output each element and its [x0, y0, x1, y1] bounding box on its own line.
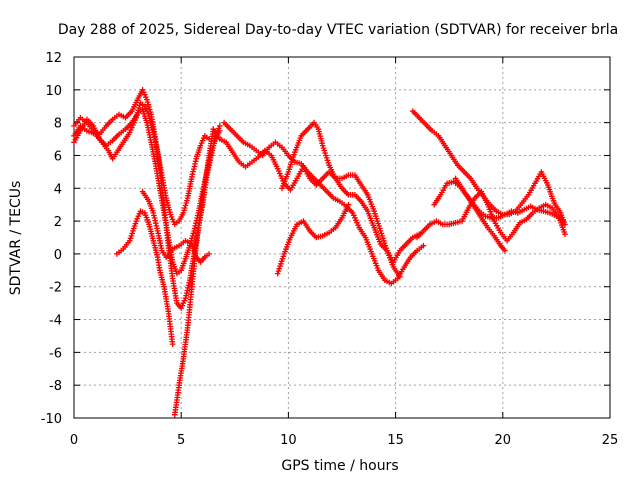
x-axis-label: GPS time / hours	[281, 458, 398, 474]
series-track-e	[139, 188, 212, 265]
y-tick-label: -6	[49, 346, 62, 361]
axis-ticks: 0 5 10 15 20 25 -10 -8 -6 -4 -2 0 2 4 6 8 10 12	[41, 51, 619, 448]
series-track-n	[452, 175, 508, 254]
y-tick-label: 12	[45, 51, 62, 66]
data-point	[185, 285, 191, 291]
y-tick-label: -2	[49, 281, 62, 296]
x-tick-label: 25	[602, 433, 619, 448]
series-track-f	[172, 126, 217, 418]
x-tick-label: 5	[177, 433, 185, 448]
data-point	[562, 221, 568, 228]
y-tick-label: 8	[54, 117, 62, 132]
data-point	[420, 242, 427, 249]
x-tick-label: 15	[387, 433, 404, 448]
plot-frame	[73, 56, 611, 419]
y-tick-label: 6	[54, 149, 62, 164]
y-tick-label: 10	[45, 84, 62, 99]
grid	[74, 57, 610, 418]
data-point	[206, 251, 212, 257]
series-track-h	[210, 126, 422, 265]
series-track-j	[274, 201, 352, 277]
data-point	[216, 123, 223, 129]
data-point	[169, 341, 176, 347]
data-point	[560, 218, 566, 224]
data-point	[562, 231, 568, 238]
data-points	[71, 87, 568, 418]
y-tick-label: 4	[54, 182, 62, 197]
y-tick-label: 2	[54, 215, 62, 230]
y-axis-label: SDTVAR / TECUs	[8, 181, 24, 296]
y-tick-label: -10	[41, 412, 62, 427]
y-tick-label: -4	[49, 314, 62, 329]
data-point	[397, 274, 403, 280]
y-tick-label: 0	[54, 248, 62, 263]
chart-title: Day 288 of 2025, Sidereal Day-to-day VTE…	[58, 22, 618, 38]
series-track-a	[71, 100, 212, 228]
x-tick-label: 20	[495, 433, 512, 448]
x-tick-label: 10	[280, 433, 297, 448]
series-track-d	[114, 208, 176, 347]
data-point	[502, 247, 508, 254]
x-tick-label: 0	[70, 433, 78, 448]
series-track-i	[279, 119, 403, 280]
y-tick-label: -8	[49, 379, 62, 394]
data-point	[345, 201, 352, 208]
